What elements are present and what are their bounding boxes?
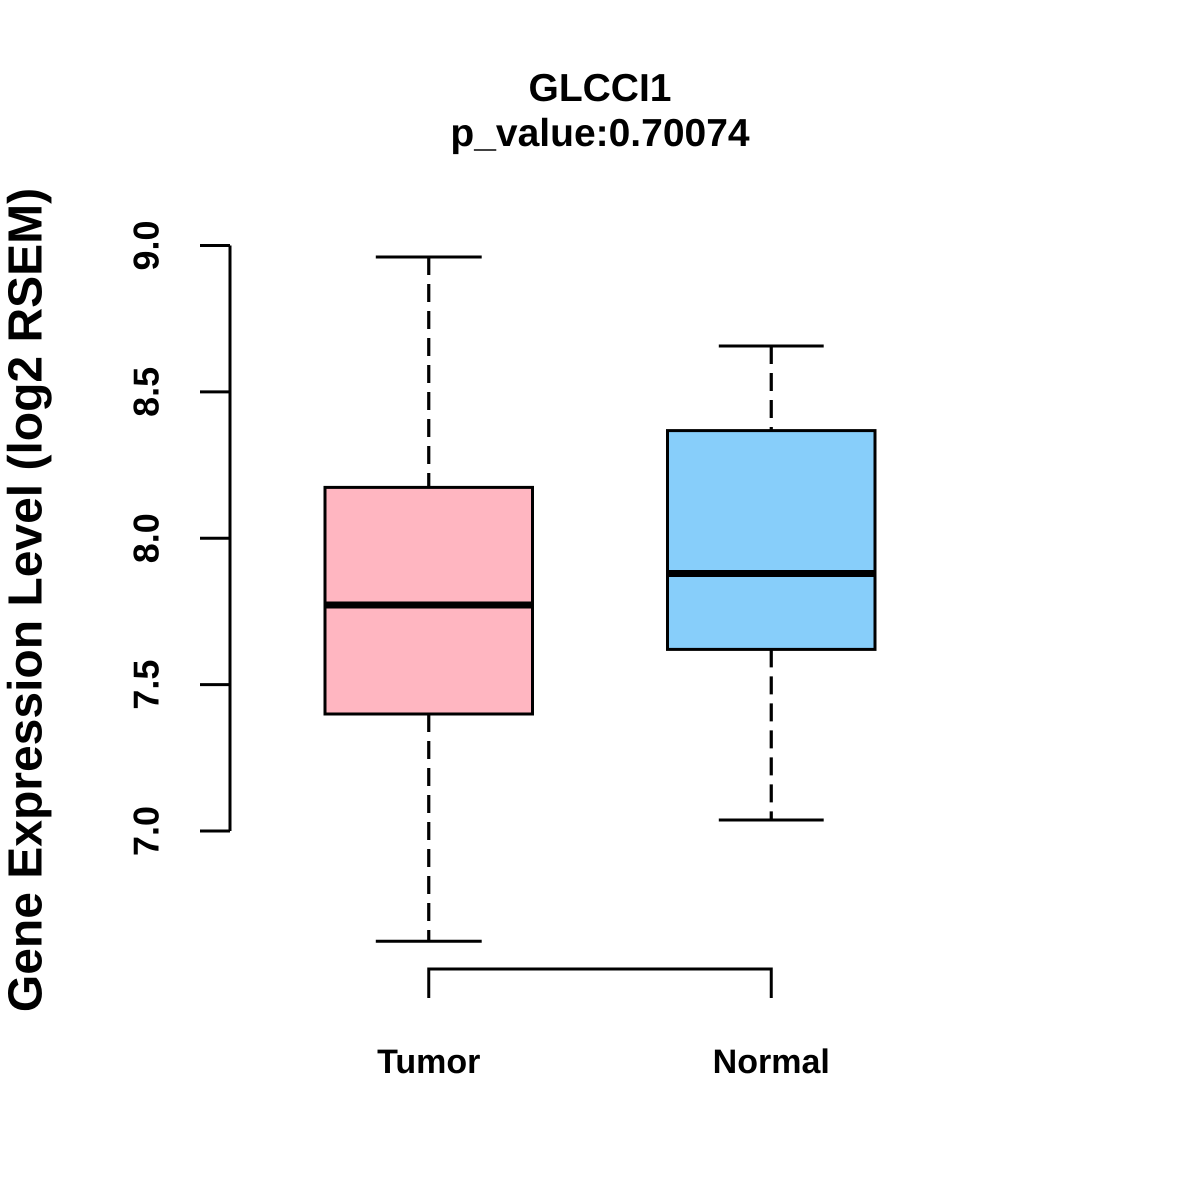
svg-text:8.0: 8.0: [126, 513, 167, 563]
svg-text:Normal: Normal: [713, 1043, 830, 1081]
svg-text:Gene Expression Level (log2 RS: Gene Expression Level (log2 RSEM): [0, 188, 53, 1012]
svg-text:GLCCI1: GLCCI1: [528, 67, 671, 110]
svg-text:7.0: 7.0: [126, 806, 167, 856]
svg-text:p_value:0.70074: p_value:0.70074: [450, 112, 750, 155]
svg-text:9.0: 9.0: [126, 220, 167, 270]
svg-text:8.5: 8.5: [126, 367, 167, 417]
svg-text:7.5: 7.5: [126, 660, 167, 710]
svg-text:Tumor: Tumor: [377, 1043, 480, 1081]
